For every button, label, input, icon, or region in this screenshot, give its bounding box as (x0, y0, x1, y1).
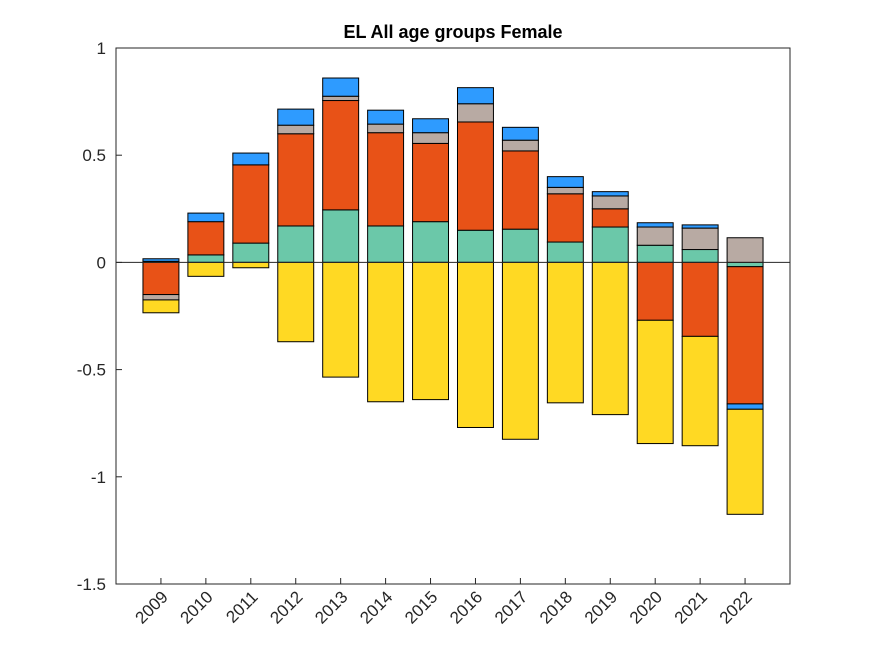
bar-segment-2016-teal-component (456, 229, 494, 263)
bar-segment-2021-gray-component (681, 227, 719, 251)
bar-segment-2018-blue-component (546, 176, 584, 188)
bar-segment-2019-yellow-component (591, 261, 629, 416)
y-tick-label: -0.5 (77, 361, 106, 380)
bar-segment-2017-teal-component (501, 228, 539, 263)
bar-segment-2018-gray-component (546, 186, 584, 195)
bar-segment-2013-gray-component (322, 95, 360, 102)
x-tick-label: 2011 (222, 587, 261, 626)
bar-segment-2010-orange-component (187, 221, 225, 256)
bar-segment-2014-gray-component (367, 123, 405, 134)
y-axis: -1.5 -1 -0.5 0 0.5 1 (77, 39, 122, 594)
bar-segment-2012-orange-component (277, 133, 315, 227)
bar-segment-2019-teal-component (591, 226, 629, 263)
bar-segment-2014-blue-component (367, 109, 405, 125)
x-tick-label: 2022 (716, 587, 756, 627)
bar-segment-2021-orange-component (681, 261, 719, 337)
bar-segment-2015-teal-component (412, 221, 450, 263)
bar-segment-2017-orange-component (501, 150, 539, 230)
bar-segment-2021-blue-component (681, 224, 719, 229)
bar-segment-2016-orange-component (456, 121, 494, 231)
x-tick-label: 2010 (177, 587, 217, 627)
bar-segment-2021-teal-component (681, 249, 719, 263)
bar-segment-2020-teal-component (636, 244, 674, 263)
bar-segment-2012-yellow-component (277, 261, 315, 343)
bar-segment-2013-teal-component (322, 209, 360, 263)
bar-segment-2009-orange-component (142, 261, 180, 296)
bar-segment-2015-orange-component (412, 142, 450, 223)
bar-segment-2017-gray-component (501, 139, 539, 152)
bar-segment-2015-yellow-component (412, 261, 450, 401)
bar-segment-2020-blue-component (636, 222, 674, 228)
x-tick-label: 2018 (536, 587, 576, 627)
y-tick-label: 1 (97, 39, 106, 58)
bar-segment-2017-yellow-component (501, 261, 539, 440)
y-tick-label: 0.5 (82, 146, 106, 165)
bar-segment-2013-orange-component (322, 100, 360, 211)
bar-segment-2020-yellow-component (636, 319, 674, 445)
bar-segment-2019-orange-component (591, 208, 629, 228)
bar-segment-2022-blue-component (726, 403, 764, 410)
bar-segment-2018-yellow-component (546, 261, 584, 404)
x-axis: 2009 2010 2011 2012 2013 2014 2015 2016 2017 2018… (132, 578, 756, 628)
bar-segment-2016-blue-component (456, 87, 494, 105)
bar-segment-2011-orange-component (232, 164, 270, 244)
bar-segment-2010-blue-component (187, 212, 225, 223)
bar-segment-2018-teal-component (546, 241, 584, 263)
x-tick-label: 2009 (132, 587, 172, 627)
x-tick-label: 2015 (401, 587, 441, 627)
bar-segment-2014-orange-component (367, 132, 405, 227)
bar-segment-2021-yellow-component (681, 335, 719, 447)
bar-segment-2011-yellow-component (232, 261, 270, 269)
y-tick-label: -1.5 (77, 575, 106, 594)
bar-segment-2010-teal-component (187, 254, 225, 263)
bar-segment-2013-yellow-component (322, 261, 360, 378)
bar-segment-2011-blue-component (232, 152, 270, 166)
bar-segment-2016-gray-component (456, 103, 494, 123)
bar-segment-2019-gray-component (591, 195, 629, 210)
bar-segment-2012-blue-component (277, 108, 315, 126)
bar-segment-2022-orange-component (726, 266, 764, 405)
bar-segment-2012-gray-component (277, 124, 315, 135)
x-tick-label: 2013 (311, 587, 351, 627)
bar-segment-2015-gray-component (412, 132, 450, 144)
bar-segment-2009-yellow-component (142, 299, 180, 314)
bar-segment-2014-teal-component (367, 225, 405, 263)
x-tick-label: 2016 (446, 587, 486, 627)
bar-segment-2018-orange-component (546, 193, 584, 243)
x-tick-label: 2021 (671, 587, 711, 627)
bar-segment-2020-gray-component (636, 226, 674, 246)
y-tick-label: 0 (97, 253, 106, 272)
bar-segment-2019-blue-component (591, 191, 629, 197)
bar-segment-2012-teal-component (277, 225, 315, 263)
bar-segment-2017-blue-component (501, 126, 539, 141)
x-tick-label: 2020 (626, 587, 666, 627)
bar-segment-2015-blue-component (412, 118, 450, 134)
x-tick-label: 2019 (581, 587, 621, 627)
bar-segment-2016-yellow-component (456, 261, 494, 428)
bar-segment-2022-yellow-component (726, 408, 764, 515)
x-tick-label: 2017 (491, 587, 531, 627)
bars-group (142, 77, 764, 515)
bar-segment-2011-teal-component (232, 242, 270, 263)
chart-title: EL All age groups Female (343, 22, 562, 42)
bar-segment-2009-gray-component (142, 294, 180, 301)
axes-box (115, 47, 791, 585)
bar-segment-2010-yellow-component (187, 261, 225, 277)
bar-segment-2022-gray-component (726, 237, 764, 263)
bar-segment-2022-teal-component (726, 261, 764, 268)
bar-segment-2020-orange-component (636, 261, 674, 321)
x-tick-label: 2014 (356, 587, 396, 627)
x-tick-label: 2012 (266, 587, 306, 627)
y-tick-label: -1 (91, 468, 106, 487)
bar-segment-2013-blue-component (322, 77, 360, 97)
bar-segment-2009-blue-component (142, 258, 180, 262)
bar-segment-2014-yellow-component (367, 261, 405, 403)
